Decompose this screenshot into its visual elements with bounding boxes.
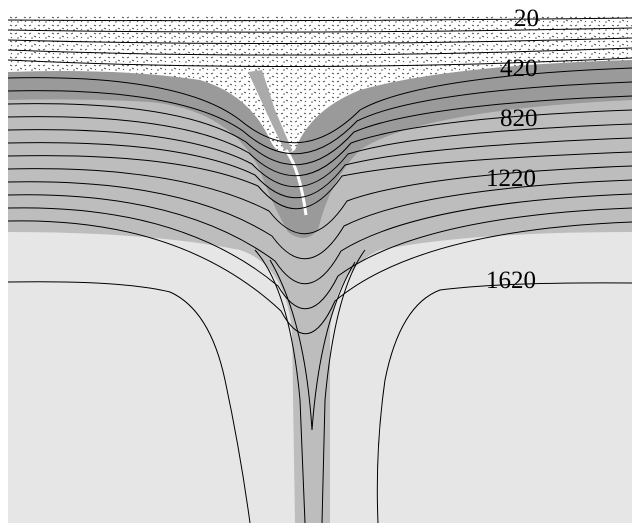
middle-layer bbox=[8, 60, 632, 523]
contour-label: 1220 bbox=[486, 165, 536, 192]
contour-line bbox=[7, 123, 632, 188]
contour-line bbox=[7, 165, 632, 235]
contour-label: 1620 bbox=[486, 267, 536, 294]
contour-line bbox=[7, 57, 632, 68]
contour-line bbox=[7, 137, 632, 199]
contour-line bbox=[7, 207, 632, 310]
contour-lines bbox=[7, 17, 632, 523]
contour-line bbox=[7, 47, 632, 56]
fault bbox=[284, 149, 308, 216]
contour-label: 20 bbox=[514, 5, 539, 32]
upper-dark-layer bbox=[8, 60, 632, 239]
contour-label: 820 bbox=[500, 105, 538, 132]
contour-line bbox=[254, 249, 306, 523]
contour-label: 420 bbox=[500, 55, 538, 82]
contour-line bbox=[7, 109, 632, 177]
contour-line bbox=[7, 67, 632, 144]
contour-line bbox=[311, 261, 356, 431]
contour-line bbox=[7, 17, 632, 22]
contour-line bbox=[7, 220, 632, 335]
contour-line bbox=[7, 81, 632, 155]
intrusion bbox=[248, 70, 292, 158]
contour-line bbox=[7, 151, 632, 210]
contour-line bbox=[7, 37, 632, 45]
contour-line bbox=[269, 259, 313, 431]
contour-line bbox=[376, 282, 632, 523]
contour-line bbox=[321, 249, 366, 523]
contour-line bbox=[7, 95, 632, 166]
contour-line bbox=[7, 27, 632, 33]
contour-line bbox=[7, 281, 251, 523]
contour-line bbox=[7, 179, 632, 260]
sediment-layer bbox=[8, 15, 632, 154]
contour-line bbox=[7, 193, 632, 285]
